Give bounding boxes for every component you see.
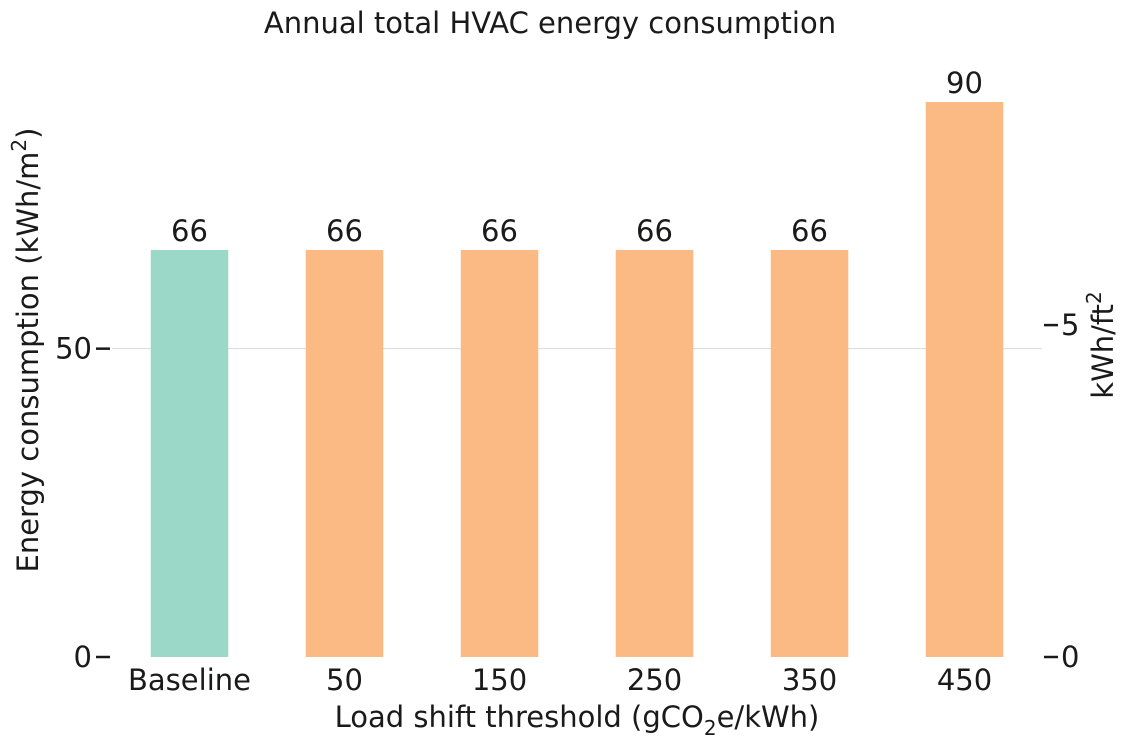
value-labels-group: 66 66 66 66 66 90 (171, 66, 983, 248)
value-label-450: 90 (946, 66, 983, 100)
x-axis-label: Load shift threshold (gCO2e/kWh) (335, 700, 820, 740)
value-label-150: 66 (481, 214, 518, 248)
x-tick-label-250: 250 (627, 663, 682, 697)
y-axis-right-ticks: 05 (1044, 308, 1079, 674)
y-right-tick-label-5: 5 (1061, 308, 1079, 342)
y-axis-left-label: Energy consumption (kWh/m2) (7, 128, 45, 573)
bar-250 (615, 250, 694, 657)
bar-450 (925, 102, 1004, 657)
y-right-tick-label-0: 0 (1061, 640, 1079, 674)
value-label-baseline: 66 (171, 214, 208, 248)
value-label-250: 66 (636, 214, 673, 248)
x-tick-label-450: 450 (937, 663, 992, 697)
y-axis-right-label: kWh/ft2 (1082, 291, 1120, 398)
y-left-tick-label-50: 50 (55, 332, 92, 366)
value-label-50: 66 (326, 214, 363, 248)
x-tick-label-150: 150 (472, 663, 527, 697)
bars-group (150, 102, 1004, 657)
y-left-tick-label-0: 0 (74, 640, 92, 674)
x-tick-label-baseline: Baseline (128, 663, 251, 697)
bar-baseline (150, 250, 229, 657)
x-tick-label-50: 50 (326, 663, 363, 697)
bar-150 (460, 250, 539, 657)
bar-50 (305, 250, 384, 657)
x-tick-label-350: 350 (782, 663, 837, 697)
y-axis-left-ticks: 0 50 (55, 332, 110, 674)
chart-title: Annual total HVAC energy consumption (264, 6, 836, 40)
x-tick-labels-group: Baseline 50 150 250 350 450 (128, 663, 992, 697)
bar-350 (770, 250, 849, 657)
value-label-350: 66 (791, 214, 828, 248)
